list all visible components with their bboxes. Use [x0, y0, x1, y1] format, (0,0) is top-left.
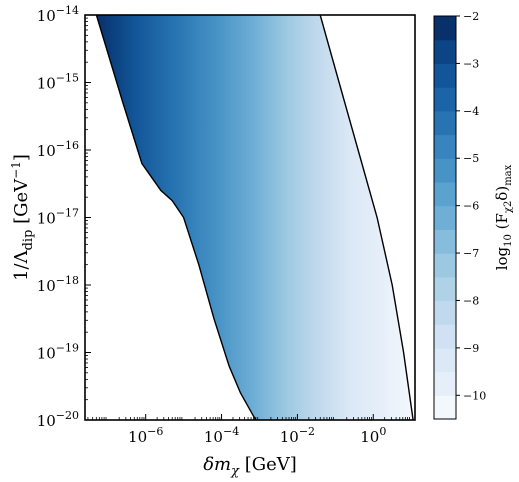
contour-band: [96, 15, 414, 420]
colorbar-tick-label: −8: [463, 294, 479, 307]
colorbar-segment: [434, 39, 456, 65]
colorbar-tick-label: −3: [463, 57, 479, 70]
x-tick-label: 10−4: [204, 425, 239, 446]
colorbar-tick-label: −5: [463, 152, 479, 165]
colorbar-segment: [434, 110, 456, 136]
x-tick-label: 10−2: [280, 425, 315, 446]
colorbar-tick-label: −10: [463, 389, 486, 402]
colorbar-tick-label: −4: [463, 105, 479, 118]
colorbar-label-text: log10 (Fχ2δ)max: [493, 164, 514, 270]
contour-left-edge: [95, 15, 257, 420]
colorbar-segment: [434, 87, 456, 112]
y-axis: 10−20 10−19 10−18 10−17 10−16 10−15 10−14: [37, 4, 91, 430]
x-axis: 10−6 10−4 10−2 100: [87, 414, 410, 446]
y-axis-label-text: 1/Λdip [GeV−1]: [9, 154, 36, 281]
colorbar-tick-label: −2: [463, 10, 479, 23]
colorbar-segment: [434, 347, 456, 373]
y-tick-label: 10−19: [37, 342, 79, 363]
colorbar-label: log10 (Fχ2δ)max: [493, 164, 514, 270]
x-axis-label: δmχ [GeV]: [203, 454, 297, 479]
colorbar-segment: [434, 276, 456, 302]
colorbar-segment: [434, 205, 456, 230]
colorbar-segment: [434, 300, 456, 325]
y-axis-label: 1/Λdip [GeV−1]: [9, 154, 36, 281]
y-tick-label: 10−16: [37, 139, 79, 160]
colorbar-tick-label: −9: [463, 342, 479, 355]
y-tick-label: 10−17: [37, 207, 79, 228]
colorbar-segment: [434, 324, 456, 349]
colorbar-segment: [434, 181, 456, 207]
colorbar-segment: [434, 158, 456, 183]
colorbar-tick-label: −7: [463, 247, 479, 260]
x-tick-label: 10−6: [128, 425, 163, 446]
colorbar-segment: [434, 16, 456, 41]
colorbar-segment: [434, 229, 456, 254]
colorbar-segment: [434, 253, 456, 278]
colorbar-segment: [434, 63, 456, 88]
x-axis-label-text: δmχ [GeV]: [203, 454, 297, 479]
y-tick-label: 10−15: [37, 72, 79, 93]
colorbar-segment: [434, 371, 456, 396]
y-tick-label: 10−20: [37, 409, 79, 430]
colorbar-segment: [434, 395, 456, 420]
colorbar-tick-label: −6: [463, 200, 479, 213]
contour-region: [95, 15, 414, 420]
x-tick-label: 100: [360, 425, 386, 446]
colorbar-segment: [434, 134, 456, 159]
y-tick-label: 10−14: [37, 4, 79, 25]
contour-right-edge: [319, 15, 414, 420]
colorbar-frame: [433, 15, 457, 420]
colorbar: −2 −3 −4 −5 −6 −7 −8 −9 −10: [433, 10, 486, 420]
y-tick-label: 10−18: [37, 274, 79, 295]
